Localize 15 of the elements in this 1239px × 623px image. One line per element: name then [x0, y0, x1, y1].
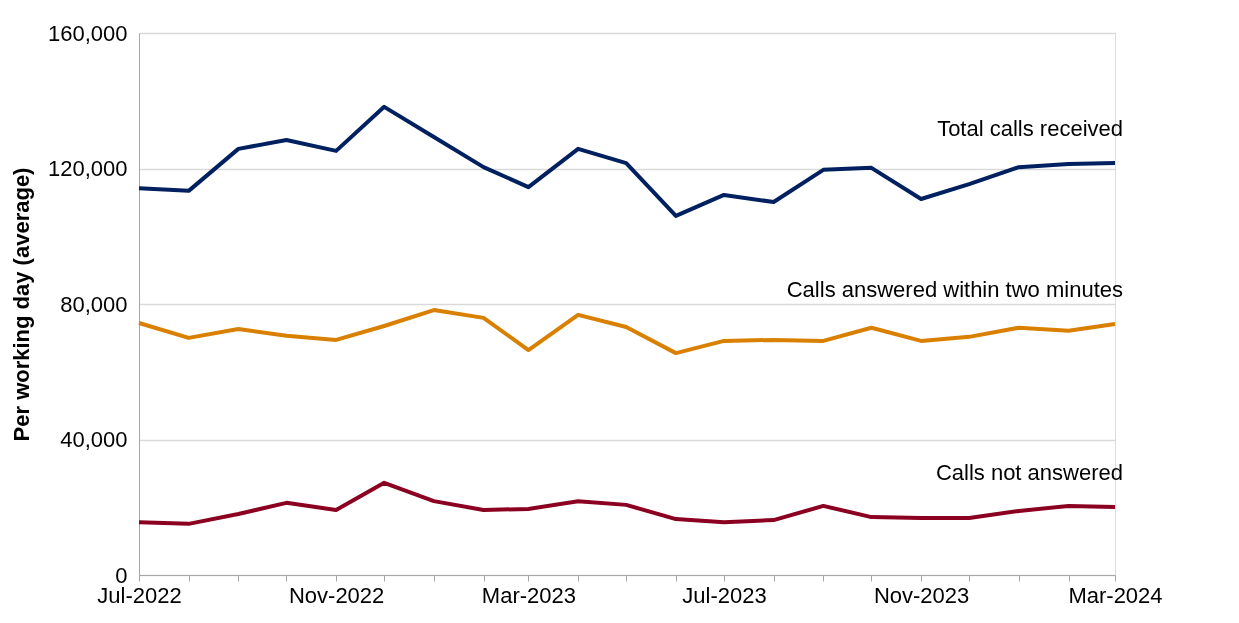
y-tick-label: 160,000	[47, 20, 128, 46]
series-label: Calls answered within two minutes	[786, 276, 1123, 302]
x-tick-label: Jul-2023	[682, 582, 767, 608]
series-label: Calls not answered	[935, 459, 1123, 485]
y-tick-label: 40,000	[60, 427, 128, 452]
line-series	[137, 480, 1117, 526]
x-tick-label: Nov-2023	[873, 582, 970, 608]
series-label: Total calls received	[937, 116, 1123, 142]
x-tick-label: Mar-2024	[1068, 582, 1163, 608]
x-tick-label: Mar-2023	[481, 582, 577, 608]
y-tick-label: 120,000	[47, 156, 128, 181]
y-tick-label: 80,000	[60, 291, 128, 317]
line-series	[137, 308, 1117, 356]
y-axis-title: Per working day (average)	[8, 167, 34, 442]
x-tick-label: Nov-2022	[288, 582, 385, 608]
